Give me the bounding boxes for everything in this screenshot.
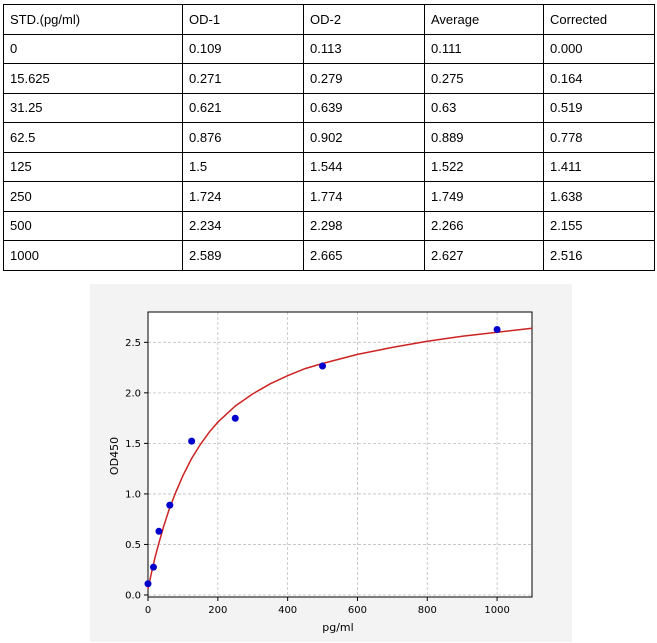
x-tick-label: 800 [418,605,437,616]
grid [147,312,532,597]
table-row: 31.25 0.621 0.639 0.63 0.519 [3,92,655,123]
standard-curve-table: STD.(pg/ml) OD-1 OD-2 Average Corrected 0 0.10… [3,4,655,271]
table-cell: 2.589 [182,240,304,271]
data-point [319,362,327,370]
table-cell: Average [424,4,544,35]
table-cell: 0.902 [303,122,425,153]
data-point [493,325,501,333]
table-cell: 0.113 [303,33,425,64]
table-cell: 0.164 [543,63,655,94]
table-body: STD.(pg/ml) OD-1 OD-2 Average Corrected 0 0.10… [3,4,655,271]
table-cell: 2.516 [543,240,655,271]
x-tick-label: 600 [348,605,367,616]
plot-background [148,312,532,597]
table-row: 62.5 0.876 0.902 0.889 0.778 [3,122,655,153]
plot-frame [147,311,533,598]
y-tick-label: 0.5 [125,540,141,551]
x-tick-label: 400 [278,605,297,616]
table-cell: 1.724 [182,181,304,212]
table-cell: 2.234 [182,210,304,241]
table-cell: Corrected [543,4,655,35]
x-tick-label: 200 [208,605,227,616]
table-cell: 125 [3,151,183,182]
table-cell: OD-2 [303,4,425,35]
x-axis-label: pg/ml [322,621,353,634]
x-tick-label: 0 [145,605,151,616]
table-cell: 2.627 [424,240,544,271]
chart-canvas: 0 200 400 600 800 1000 0.0 0.5 1.0 1.5 2.0 2.5 pg/m… [108,311,533,634]
data-point [155,527,163,535]
fit-curve [147,327,533,590]
table-row: 500 2.234 2.298 2.266 2.155 [3,210,655,241]
table-cell: 0 [3,33,183,64]
table-cell: 250 [3,181,183,212]
table-cell: 500 [3,210,183,241]
table-cell: 1.749 [424,181,544,212]
table-cell: OD-1 [182,4,304,35]
table-cell: 2.266 [424,210,544,241]
table-cell: 0.000 [543,33,655,64]
table-cell: 1.774 [303,181,425,212]
table-cell: 2.298 [303,210,425,241]
table-row: 1000 2.589 2.665 2.627 2.516 [3,240,655,271]
data-point [188,437,196,445]
ticks: 0 200 400 600 800 1000 0.0 0.5 1.0 1.5 2.0 2.5 [125,338,510,616]
table-cell: 2.155 [543,210,655,241]
y-tick-label: 0.0 [125,590,141,601]
data-point [149,563,157,571]
table-cell: 0.621 [182,92,304,123]
x-tick-label: 1000 [484,605,509,616]
table-cell: 1.522 [424,151,544,182]
y-tick-label: 2.5 [125,338,141,349]
data-point [231,414,239,422]
table-cell: 0.639 [303,92,425,123]
data-points [144,325,501,588]
table-cell: 0.889 [424,122,544,153]
table-header-row: STD.(pg/ml) OD-1 OD-2 Average Corrected [3,4,655,35]
table-cell: 0.519 [543,92,655,123]
y-axis-label: OD450 [108,437,121,475]
table-cell: 1.544 [303,151,425,182]
y-tick-label: 2.0 [125,388,141,399]
table-cell: STD.(pg/ml) [3,4,183,35]
data-point [166,501,174,509]
table-row: 0 0.109 0.113 0.111 0.000 [3,33,655,64]
table-cell: 31.25 [3,92,183,123]
table-cell: 1.411 [543,151,655,182]
table-cell: 0.778 [543,122,655,153]
table-cell: 15.625 [3,63,183,94]
table-cell: 2.665 [303,240,425,271]
table-cell: 0.876 [182,122,304,153]
y-tick-label: 1.5 [125,439,141,450]
table-row: 15.625 0.271 0.279 0.275 0.164 [3,63,655,94]
table-cell: 0.109 [182,33,304,64]
table-cell: 0.275 [424,63,544,94]
standard-curve-chart: 0 200 400 600 800 1000 0.0 0.5 1.0 1.5 2.0 2.5 pg/m… [90,284,572,642]
table-row: 125 1.5 1.544 1.522 1.411 [3,151,655,182]
table-cell: 1.638 [543,181,655,212]
table-cell: 62.5 [3,122,183,153]
table-row: 250 1.724 1.774 1.749 1.638 [3,181,655,212]
table-cell: 1.5 [182,151,304,182]
table-cell: 0.111 [424,33,544,64]
table-cell: 0.279 [303,63,425,94]
data-point [144,580,152,588]
y-tick-label: 1.0 [125,489,141,500]
table-cell: 0.271 [182,63,304,94]
table-cell: 1000 [3,240,183,271]
table-cell: 0.63 [424,92,544,123]
